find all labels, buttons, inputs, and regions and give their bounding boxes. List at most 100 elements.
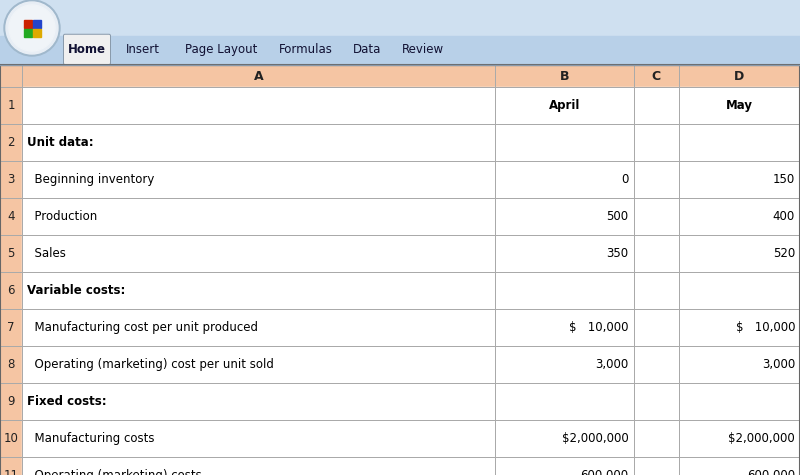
Bar (678, 346, 800, 383)
Bar (634, 65, 678, 87)
Bar (678, 87, 800, 124)
Bar (22, 87, 495, 124)
Bar (0, 457, 22, 475)
Bar (33, 28, 41, 37)
Bar (495, 65, 634, 87)
Bar (495, 272, 634, 309)
Bar (634, 383, 678, 420)
Bar (22, 346, 495, 383)
Text: Review: Review (402, 43, 444, 56)
Text: $   10,000: $ 10,000 (735, 321, 795, 334)
Bar (495, 309, 634, 346)
Bar (634, 87, 678, 124)
Bar (678, 272, 800, 309)
Bar (0, 309, 22, 346)
Bar (22, 161, 495, 198)
Bar (495, 161, 634, 198)
Bar (0, 36, 800, 65)
Bar (678, 457, 800, 475)
Text: B: B (559, 69, 569, 83)
Text: 8: 8 (7, 358, 14, 371)
Text: Home: Home (68, 43, 106, 56)
Bar (495, 346, 634, 383)
Bar (495, 383, 634, 420)
Text: 600,000: 600,000 (747, 469, 795, 475)
Bar (634, 457, 678, 475)
Bar (495, 124, 634, 161)
Bar (495, 346, 634, 383)
Text: 6: 6 (7, 284, 14, 297)
Bar (495, 309, 634, 346)
Bar (0, 309, 22, 346)
Bar (0, 198, 22, 235)
Bar (0, 272, 22, 309)
Bar (678, 420, 800, 457)
Bar (0, 235, 22, 272)
Bar (495, 272, 634, 309)
Bar (678, 383, 800, 420)
Circle shape (9, 5, 55, 51)
Bar (678, 87, 800, 124)
Circle shape (6, 2, 58, 54)
Bar (634, 309, 678, 346)
Bar (495, 457, 634, 475)
Bar (0, 87, 22, 124)
Bar (678, 65, 800, 87)
Text: 0: 0 (621, 173, 629, 186)
Text: 11: 11 (3, 469, 18, 475)
Bar (22, 420, 495, 457)
Bar (0, 161, 22, 198)
Text: 10: 10 (3, 432, 18, 445)
Text: Production: Production (27, 210, 98, 223)
Text: 2: 2 (7, 136, 14, 149)
Bar (22, 383, 495, 420)
Bar (22, 65, 495, 87)
Bar (495, 198, 634, 235)
Text: Variable costs:: Variable costs: (27, 284, 126, 297)
Text: Operating (marketing) costs: Operating (marketing) costs (27, 469, 202, 475)
Bar (0, 420, 22, 457)
Bar (678, 383, 800, 420)
Bar (634, 457, 678, 475)
Bar (0, 65, 22, 87)
Text: 350: 350 (606, 247, 629, 260)
Bar (678, 198, 800, 235)
Bar (23, 19, 31, 28)
Bar (678, 309, 800, 346)
Bar (0, 272, 22, 309)
Bar (634, 161, 678, 198)
Bar (634, 65, 678, 87)
Bar (495, 198, 634, 235)
Bar (678, 235, 800, 272)
Bar (22, 309, 495, 346)
Bar (0, 346, 22, 383)
Bar (634, 124, 678, 161)
Bar (634, 272, 678, 309)
Bar (22, 383, 495, 420)
Bar (0, 457, 22, 475)
Bar (22, 198, 495, 235)
Bar (495, 124, 634, 161)
Bar (0, 346, 22, 383)
Text: Data: Data (354, 43, 382, 56)
Text: 1: 1 (7, 99, 14, 112)
Bar (22, 272, 495, 309)
FancyBboxPatch shape (63, 34, 110, 65)
Text: 3,000: 3,000 (595, 358, 629, 371)
Text: May: May (726, 99, 753, 112)
Text: 520: 520 (773, 247, 795, 260)
Text: 400: 400 (773, 210, 795, 223)
Bar (634, 346, 678, 383)
Bar (22, 346, 495, 383)
Bar (678, 124, 800, 161)
Bar (678, 124, 800, 161)
Circle shape (4, 0, 60, 56)
Bar (22, 161, 495, 198)
Bar (0, 161, 22, 198)
Bar (678, 346, 800, 383)
Text: 500: 500 (606, 210, 629, 223)
Text: Manufacturing cost per unit produced: Manufacturing cost per unit produced (27, 321, 258, 334)
Bar (22, 272, 495, 309)
Bar (678, 420, 800, 457)
Text: 3,000: 3,000 (762, 358, 795, 371)
